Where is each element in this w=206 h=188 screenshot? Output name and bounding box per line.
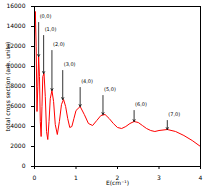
svg-text:2: 2 xyxy=(115,173,120,181)
svg-text:1: 1 xyxy=(74,174,78,181)
svg-text:(0,0): (0,0) xyxy=(40,13,52,19)
svg-text:2000: 2000 xyxy=(10,142,25,149)
svg-text:(7,0): (7,0) xyxy=(168,111,180,117)
svg-text:(2,0): (2,0) xyxy=(53,41,65,47)
svg-text:(4,0): (4,0) xyxy=(81,78,93,84)
svg-text:10000: 10000 xyxy=(6,62,26,70)
svg-text:3: 3 xyxy=(157,174,161,181)
svg-text:6000: 6000 xyxy=(10,102,25,109)
svg-text:(6,0): (6,0) xyxy=(135,101,147,107)
svg-text:12000: 12000 xyxy=(6,42,26,50)
svg-text:E(cm⁻¹): E(cm⁻¹) xyxy=(106,179,129,186)
svg-text:14000: 14000 xyxy=(6,22,25,29)
svg-text:(3,0): (3,0) xyxy=(64,61,76,67)
svg-text:(5,0): (5,0) xyxy=(104,86,116,92)
svg-text:16000: 16000 xyxy=(6,2,25,9)
svg-text:total cross section (arb. unit: total cross section (arb. units) xyxy=(4,42,11,132)
svg-text:4: 4 xyxy=(199,174,203,181)
svg-text:0: 0 xyxy=(33,174,37,181)
svg-text:(1,0): (1,0) xyxy=(45,26,57,32)
svg-text:0: 0 xyxy=(22,162,26,169)
svg-text:8000: 8000 xyxy=(10,82,25,89)
svg-text:4000: 4000 xyxy=(10,122,25,129)
